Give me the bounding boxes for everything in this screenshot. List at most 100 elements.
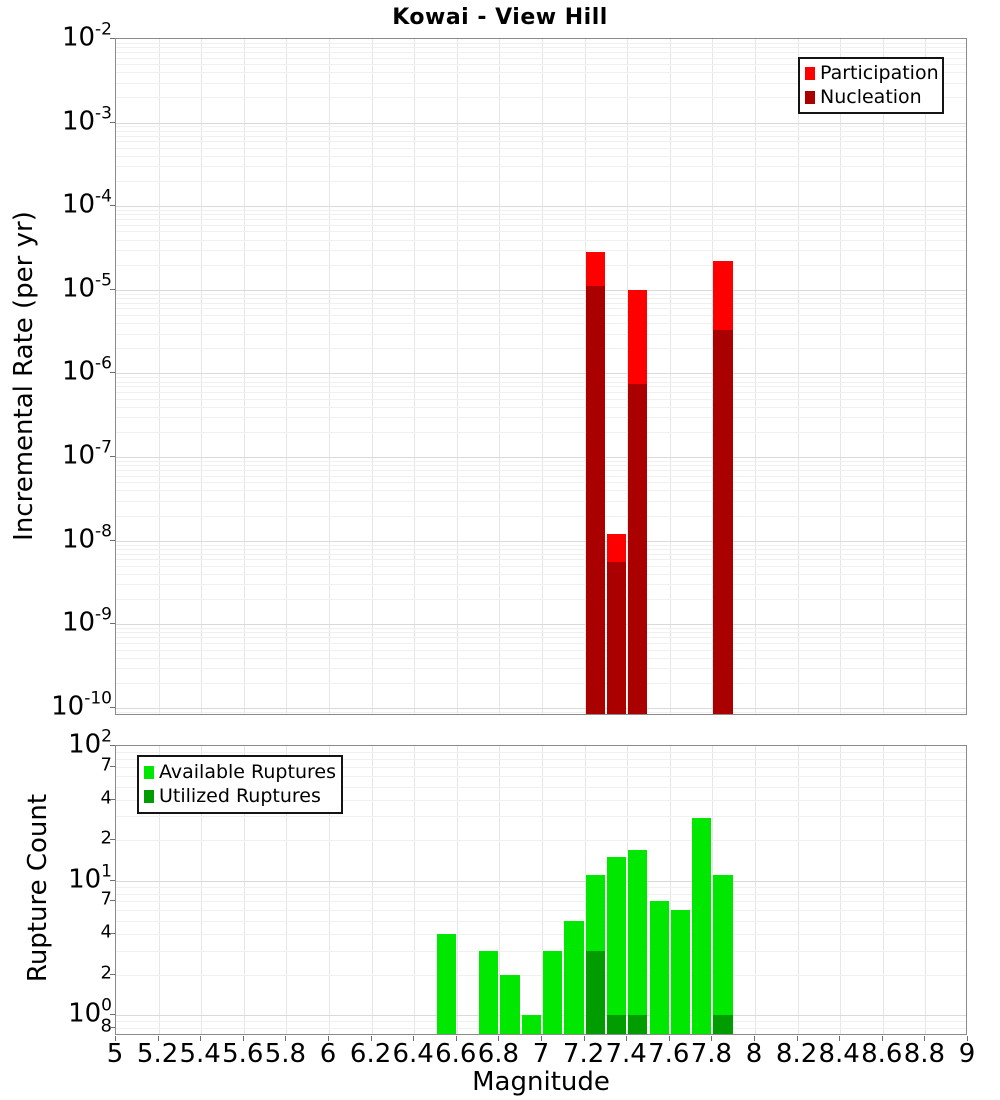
h-gridline-major	[116, 373, 966, 375]
h-gridline-minor	[116, 573, 966, 575]
chart-title: Kowai - View Hill	[392, 5, 608, 30]
v-gridline	[286, 746, 288, 1034]
v-gridline	[201, 39, 203, 714]
h-gridline-minor	[116, 628, 966, 630]
h-gridline-major	[116, 1015, 966, 1017]
x-tick-mark	[498, 1036, 500, 1041]
h-gridline-minor	[116, 42, 966, 44]
h-gridline-minor	[116, 417, 966, 419]
v-gridline	[627, 39, 629, 714]
v-gridline	[840, 746, 842, 1034]
h-gridline-minor	[116, 348, 966, 350]
v-gridline	[542, 746, 543, 1034]
v-gridline	[371, 39, 373, 714]
h-gridline-minor	[116, 231, 966, 233]
y-tick-label: 100	[68, 995, 112, 1029]
h-gridline-minor	[116, 460, 966, 462]
h-gridline-minor	[116, 398, 966, 400]
h-gridline-major	[116, 122, 966, 124]
x-tick-label: 5.4	[179, 1039, 221, 1069]
v-gridline	[584, 39, 586, 714]
h-gridline-minor	[116, 553, 966, 555]
h-gridline-minor	[116, 155, 966, 157]
x-tick-mark	[541, 1036, 542, 1041]
h-gridline-minor	[116, 249, 966, 251]
h-gridline-minor	[116, 297, 966, 299]
h-gridline-minor	[116, 147, 966, 149]
v-gridline	[414, 39, 416, 714]
h-gridline-minor	[116, 392, 966, 393]
y-tick-label: 7	[100, 754, 112, 776]
y-tick-label: 10-5	[61, 270, 112, 304]
legend-row-participation: Participation	[805, 63, 939, 84]
utilized-ruptures-swatch-icon	[144, 789, 154, 803]
x-tick-label: 7.4	[605, 1039, 647, 1069]
h-gridline-minor	[116, 637, 966, 639]
y-tick-label: 10-8	[61, 521, 112, 555]
h-gridline-minor	[116, 632, 966, 634]
h-gridline-minor	[116, 97, 966, 99]
legend-label-utilized-ruptures: Utilized Ruptures	[159, 785, 321, 808]
h-gridline-minor	[116, 465, 966, 467]
x-tick-label: 7.6	[648, 1039, 690, 1069]
legend-label-nucleation: Nucleation	[820, 85, 922, 108]
available-ruptures-bar-7.8	[713, 875, 733, 1034]
y-tick-exponent: -2	[95, 19, 112, 40]
x-tick-label: 5.8	[264, 1039, 307, 1069]
x-tick-mark	[583, 1036, 585, 1041]
available-ruptures-bar-7.4	[628, 849, 648, 1034]
x-tick-label: 6	[319, 1039, 337, 1069]
x-tick-mark	[242, 1036, 244, 1041]
y-tick-label: 10-4	[61, 186, 112, 220]
x-tick-label: 6.2	[349, 1039, 392, 1069]
h-gridline-minor	[116, 893, 966, 895]
h-gridline-minor	[116, 470, 966, 471]
x-tick-label: 5	[106, 1039, 124, 1069]
legend-row-available-ruptures: Available Ruptures	[144, 762, 336, 783]
y-tick-exponent: -8	[95, 521, 112, 542]
x-tick-label: 8.8	[903, 1039, 946, 1069]
h-gridline-minor	[116, 682, 966, 684]
h-gridline-minor	[116, 315, 966, 316]
legend-row-utilized-ruptures: Utilized Ruptures	[144, 786, 336, 807]
h-gridline-minor	[116, 333, 966, 335]
nucleation-bar-7.4	[628, 383, 648, 714]
y-tick-label: 10-9	[61, 604, 112, 638]
v-gridline	[627, 746, 629, 1034]
x-tick-label: 5.6	[222, 1039, 264, 1069]
h-gridline-minor	[116, 406, 966, 408]
v-gridline	[499, 746, 501, 1034]
y-tick-mark	[110, 879, 115, 881]
h-gridline-minor	[116, 431, 966, 433]
available-ruptures-bar-7.7	[692, 818, 712, 1034]
x-axis-label: Magnitude	[472, 1067, 610, 1097]
h-gridline-minor	[116, 308, 966, 310]
h-gridline-minor	[116, 599, 966, 601]
h-gridline-minor	[116, 323, 966, 325]
x-tick-mark	[413, 1036, 415, 1041]
h-gridline-minor	[116, 901, 966, 903]
y-tick-mark	[110, 900, 115, 902]
v-gridline	[712, 746, 714, 1034]
h-gridline-minor	[116, 565, 966, 567]
x-tick-mark	[200, 1036, 202, 1041]
y-tick-exponent: -9	[95, 604, 112, 625]
h-gridline-minor	[116, 775, 966, 777]
y-tick-label: 10-6	[61, 353, 112, 387]
x-tick-mark	[115, 1036, 116, 1041]
h-gridline-minor	[116, 239, 966, 241]
h-gridline-minor	[116, 214, 966, 216]
h-gridline-minor	[116, 649, 966, 651]
y-tick-exponent: -4	[95, 186, 112, 207]
h-gridline-major	[116, 206, 966, 208]
v-gridline	[925, 746, 927, 1034]
y-tick-mark	[110, 205, 115, 207]
y-tick-mark	[110, 745, 115, 746]
utilized-ruptures-bar-7.3	[606, 1015, 627, 1034]
y-tick-label: 10-3	[61, 103, 112, 137]
v-gridline	[243, 39, 245, 714]
y-tick-label: 102	[68, 726, 112, 760]
x-tick-label: 8.6	[861, 1039, 903, 1069]
y-tick-label: 10-10	[51, 688, 112, 722]
